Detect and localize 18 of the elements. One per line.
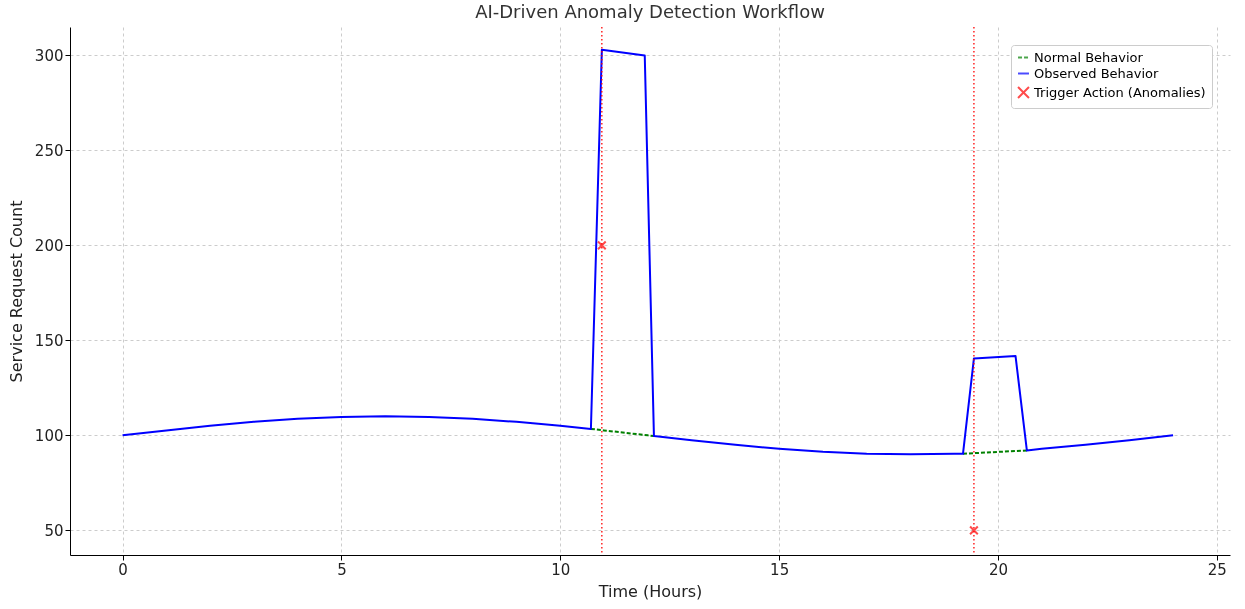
x-tick-label: 5 (337, 560, 347, 579)
y-tick-label: 100 (34, 426, 64, 445)
y-tick-label: 50 (44, 521, 64, 540)
legend-label: Trigger Action (Anomalies) (1033, 84, 1206, 100)
y-axis-title: Service Request Count (6, 200, 26, 383)
x-tick-label: 10 (551, 560, 571, 579)
x-tick-label: 15 (770, 560, 790, 579)
y-tick-label: 250 (34, 141, 64, 160)
x-tick-label: 25 (1207, 560, 1227, 579)
y-tick-label: 150 (34, 331, 64, 350)
x-tick-label: 20 (988, 560, 1009, 579)
y-tick-label: 300 (34, 46, 64, 65)
legend-label: Normal Behavior (1034, 49, 1144, 65)
x-tick-label: 0 (118, 560, 128, 579)
y-tick-label: 200 (34, 236, 64, 255)
x-axis-title: Time (Hours) (597, 581, 703, 601)
legend-label: Observed Behavior (1034, 65, 1160, 81)
chart-title: AI-Driven Anomaly Detection Workflow (475, 1, 825, 23)
